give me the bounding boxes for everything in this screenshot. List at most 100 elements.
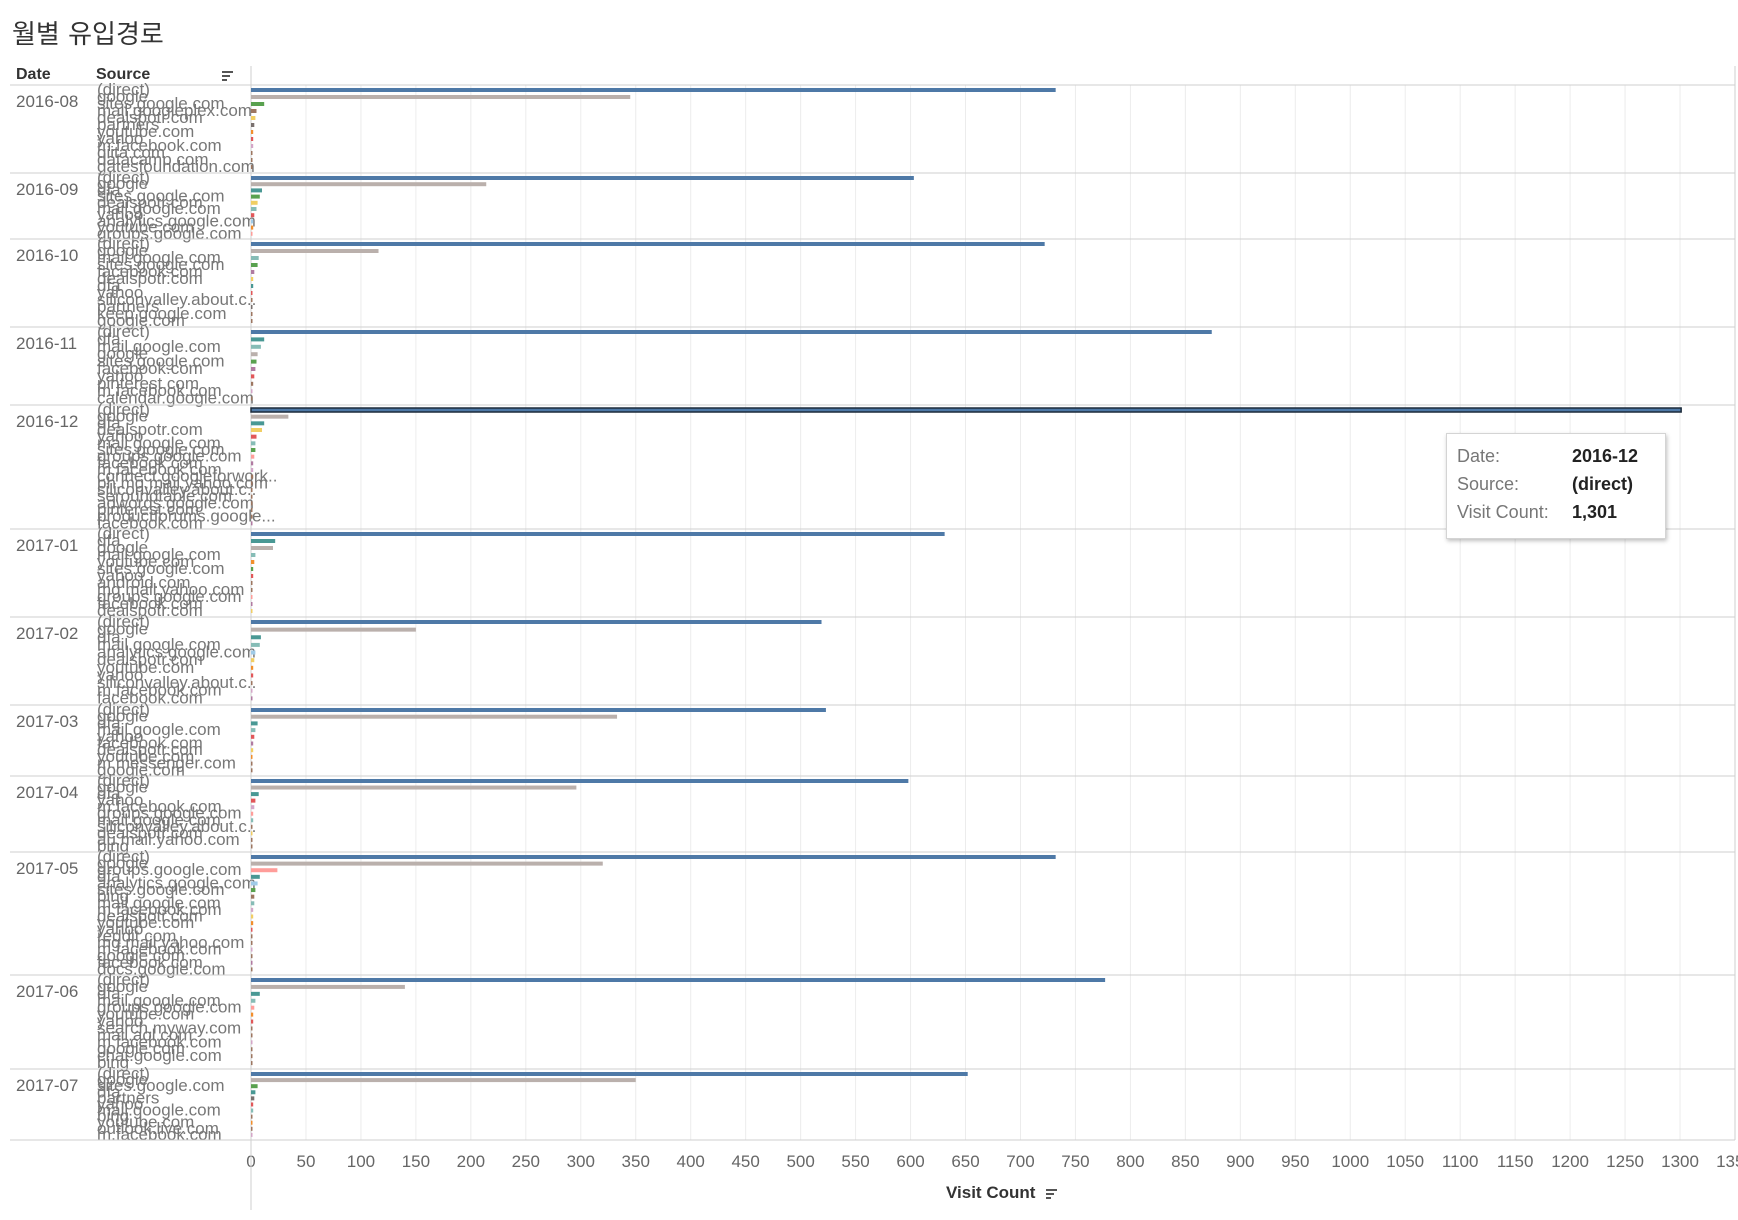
source-label[interactable]: sites.google.com xyxy=(97,255,225,274)
source-label[interactable]: sites.google.com xyxy=(97,880,225,899)
source-label[interactable]: (direct) xyxy=(97,970,150,989)
source-label[interactable]: groups.google.com xyxy=(97,447,242,466)
bar-2017-03-google[interactable] xyxy=(251,714,618,719)
bar-2016-08-yahoo[interactable] xyxy=(251,137,254,141)
bar-2016-08-qiita.com[interactable] xyxy=(251,151,253,155)
source-label[interactable]: au.mail.yahoo.com xyxy=(97,830,240,849)
bar-2016-08-mall.googleplex.com[interactable] xyxy=(251,109,257,113)
source-label[interactable]: facebook.com xyxy=(97,734,203,753)
source-label[interactable]: yahoo xyxy=(97,205,143,224)
bar-2016-08-gatesfoundation.com[interactable] xyxy=(251,165,253,169)
source-label[interactable]: siliconvalley.about.c.. xyxy=(97,290,256,309)
source-label[interactable]: dfa xyxy=(97,1082,121,1101)
bar-2017-03-m.messenger.com[interactable] xyxy=(251,761,253,766)
bar-2016-12-facebook.com[interactable] xyxy=(251,461,254,466)
bar-2017-01-(direct)[interactable] xyxy=(251,532,945,536)
source-label[interactable]: mail.google.com xyxy=(97,991,221,1010)
bar-2017-06-m.facebook.com[interactable] xyxy=(251,1040,253,1045)
source-label[interactable]: (direct) xyxy=(97,322,150,341)
source-label[interactable]: dfa xyxy=(97,984,121,1003)
bar-2017-07-google[interactable] xyxy=(251,1078,636,1083)
bar-2017-07-bing[interactable] xyxy=(251,1114,253,1119)
bar-2016-11-pinterest.com[interactable] xyxy=(251,381,254,386)
bar-2017-05-facebook.com[interactable] xyxy=(251,960,253,965)
bar-2016-10-yahoo[interactable] xyxy=(251,291,253,295)
bar-2016-11-google[interactable] xyxy=(251,352,258,357)
source-label[interactable]: analytics.google.com xyxy=(97,211,256,230)
source-label[interactable]: google xyxy=(97,538,148,557)
bar-2017-03-facebook.com[interactable] xyxy=(251,741,254,746)
source-label[interactable]: m.facebook.com xyxy=(97,136,222,155)
source-label[interactable]: google xyxy=(97,241,148,260)
bar-2016-08-dealspotr.com[interactable] xyxy=(251,116,256,120)
source-label[interactable]: chat.google.com xyxy=(97,1046,222,1065)
date-label[interactable]: 2016-10 xyxy=(16,246,78,265)
bar-2017-06-(direct)[interactable] xyxy=(251,978,1106,982)
source-column-header[interactable]: Source xyxy=(96,66,151,83)
source-label[interactable]: google xyxy=(97,707,148,726)
bar-2017-06-chat.google.com[interactable] xyxy=(251,1054,253,1059)
source-label[interactable]: sites.google.com xyxy=(97,440,225,459)
source-label[interactable]: facebook.com xyxy=(97,953,203,972)
source-label[interactable]: dfa xyxy=(97,867,121,886)
source-label[interactable]: m.facebook.com xyxy=(97,381,222,400)
date-label[interactable]: 2017-07 xyxy=(16,1076,78,1095)
source-label[interactable]: groups.google.com xyxy=(97,804,242,823)
source-label[interactable]: google xyxy=(97,977,148,996)
bar-2017-05-(direct)[interactable] xyxy=(251,855,1056,859)
bar-2017-07-mail.google.com[interactable] xyxy=(251,1108,254,1113)
bar-2017-05-youtube.com[interactable] xyxy=(251,921,254,926)
bar-2017-07-outlook.live.com[interactable] xyxy=(251,1126,253,1131)
source-label[interactable]: siliconvalley.about.c.. xyxy=(97,817,256,836)
bar-2017-02-facebook.com[interactable] xyxy=(251,696,253,701)
bar-2017-04-au.mail.yahoo.com[interactable] xyxy=(251,837,253,842)
source-label[interactable]: youtube.com xyxy=(97,218,194,237)
bar-2017-01-mg.mail.yahoo.com[interactable] xyxy=(251,588,253,592)
source-label[interactable]: (direct) xyxy=(97,168,150,187)
bar-2016-10-dfa[interactable] xyxy=(251,284,254,288)
source-label[interactable]: yahoo xyxy=(97,1012,143,1031)
bar-2016-11-mail.google.com[interactable] xyxy=(251,344,261,349)
bar-2016-09-mail.google.com[interactable] xyxy=(251,207,257,211)
source-label[interactable]: dealspotr.com xyxy=(97,823,203,842)
bar-2017-06-yahoo[interactable] xyxy=(251,1019,254,1024)
source-label[interactable]: yahoo xyxy=(97,427,143,446)
date-label[interactable]: 2017-02 xyxy=(16,624,78,643)
bar-2016-10-facebook.com[interactable] xyxy=(251,270,255,274)
source-label[interactable]: dealspotr.com xyxy=(97,269,203,288)
source-label[interactable]: youtube.com xyxy=(97,122,194,141)
source-label[interactable]: siliconvalley.about.c.. xyxy=(97,673,256,692)
bar-2016-09-dfa[interactable] xyxy=(251,188,262,193)
bar-2016-11-dfa[interactable] xyxy=(251,337,265,342)
bar-2017-03-(direct)[interactable] xyxy=(251,708,826,712)
bar-2016-11-sites.google.com[interactable] xyxy=(251,359,257,364)
source-label[interactable]: dfa xyxy=(97,531,121,550)
bar-2017-05-google[interactable] xyxy=(251,861,603,866)
bar-2017-05-m.facebook.com[interactable] xyxy=(251,947,253,952)
source-label[interactable]: m.facebook.com xyxy=(97,681,222,700)
bar-2017-02-dealspotr.com[interactable] xyxy=(251,658,255,663)
date-label[interactable]: 2016-11 xyxy=(16,334,77,353)
source-label[interactable]: m.facebook.com xyxy=(97,900,222,919)
bar-2017-05-reddit.com[interactable] xyxy=(251,934,253,939)
bar-2016-12-sites.google.com[interactable] xyxy=(251,448,256,452)
source-label[interactable]: partners xyxy=(97,115,159,134)
bar-2016-09-yahoo[interactable] xyxy=(251,213,255,218)
source-label[interactable]: mg.mail.yahoo.com xyxy=(97,933,244,952)
bar-2017-02-(direct)[interactable] xyxy=(251,620,822,624)
source-label[interactable]: (direct) xyxy=(97,80,150,99)
date-column-header[interactable]: Date xyxy=(16,66,51,83)
source-label[interactable]: dealspotr.com xyxy=(97,108,203,127)
bar-2017-06-mail.aol.com[interactable] xyxy=(251,1033,253,1038)
source-label[interactable]: facebook.com xyxy=(97,688,203,707)
source-label[interactable]: yahoo xyxy=(97,129,143,148)
source-label[interactable]: google xyxy=(97,87,148,106)
source-label[interactable]: partners xyxy=(97,297,159,316)
source-label[interactable]: (direct) xyxy=(97,700,150,719)
bar-2017-04-mail.google.com[interactable] xyxy=(251,818,254,823)
bar-2016-08-(direct)[interactable] xyxy=(251,88,1056,92)
source-label[interactable]: calendar.google.com xyxy=(97,389,254,408)
source-label[interactable]: datacamp.com xyxy=(97,150,209,169)
bar-2017-02-yahoo[interactable] xyxy=(251,673,254,678)
bar-2016-12-pinterest.com[interactable] xyxy=(251,508,253,512)
